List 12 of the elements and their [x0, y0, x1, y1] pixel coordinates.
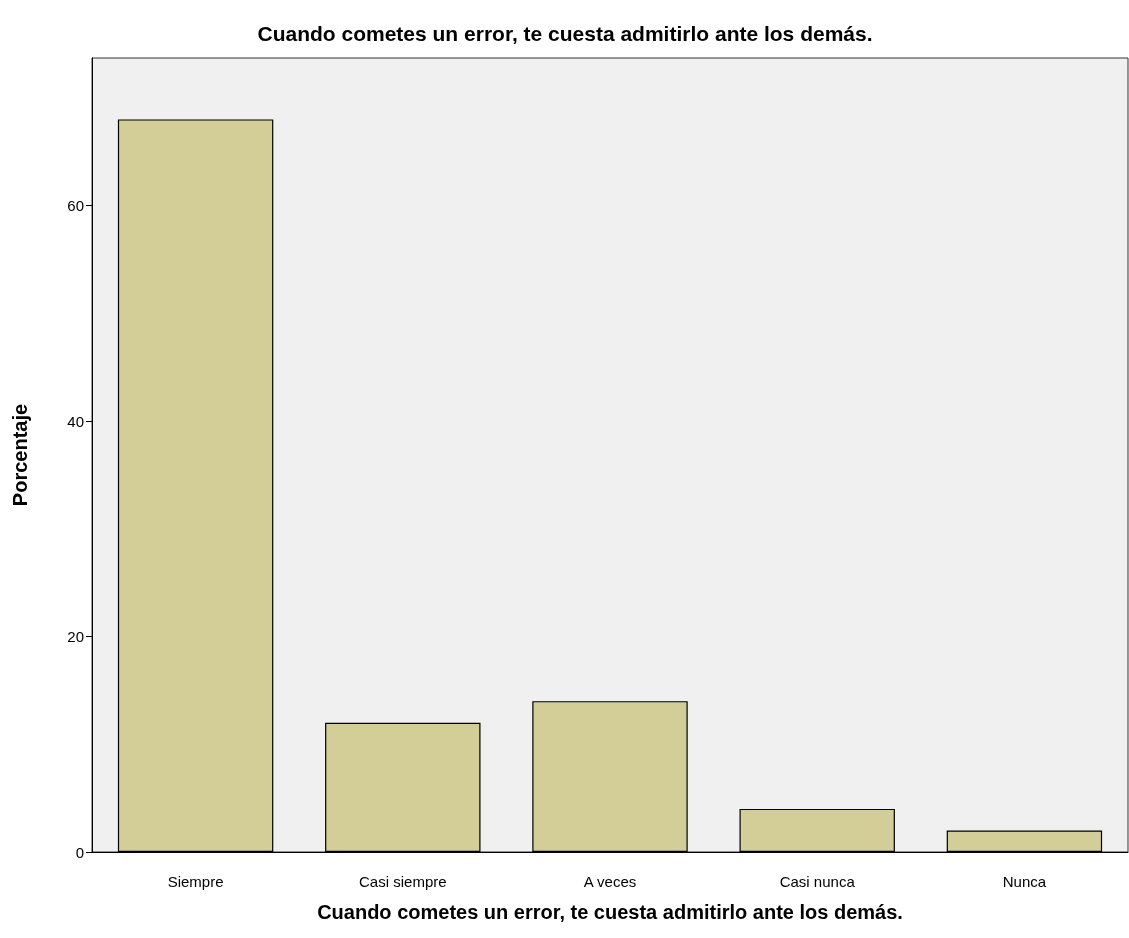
x-tick-label: Siempre [167, 873, 224, 890]
y-tick-label: 0 [75, 843, 84, 861]
x-tick-label: Casi siempre [359, 873, 447, 890]
x-tick-label: Nunca [1002, 873, 1047, 890]
y-axis-title: Porcentaje [9, 403, 31, 507]
x-tick-label: Casi nunca [779, 873, 856, 890]
y-tick-label: 40 [67, 412, 84, 430]
y-tick-label: 60 [67, 197, 84, 215]
x-tick-label: A veces [583, 873, 637, 890]
chart-title: Cuando cometes un error, te cuesta admitirlo ante los demás. [257, 22, 873, 45]
y-tick-label: 20 [67, 628, 84, 646]
x-axis-title: Cuando cometes un error, te cuesta admitirlo ante los demás. [317, 901, 903, 923]
